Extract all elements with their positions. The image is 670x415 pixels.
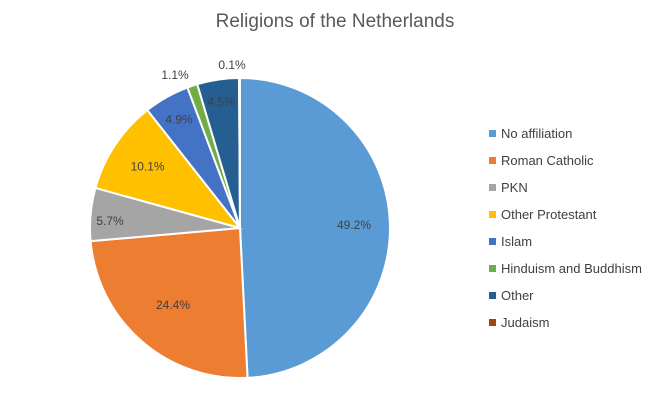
legend-item: Islam xyxy=(489,228,642,255)
legend-label: Other xyxy=(501,288,534,303)
legend-label: Roman Catholic xyxy=(501,153,594,168)
legend-item: Judaism xyxy=(489,309,642,336)
pie-slice-judaism xyxy=(238,76,241,229)
legend-item: Hinduism and Buddhism xyxy=(489,255,642,282)
data-label-islam: 4.9% xyxy=(165,113,193,127)
legend-label: No affiliation xyxy=(501,126,573,141)
pie-slices xyxy=(89,76,391,379)
legend-swatch xyxy=(489,319,496,326)
legend-swatch xyxy=(489,184,496,191)
legend-label: Judaism xyxy=(501,315,550,330)
legend-swatch xyxy=(489,238,496,245)
legend-label: Islam xyxy=(501,234,533,249)
legend-label: PKN xyxy=(501,180,528,195)
legend-item: Other xyxy=(489,282,642,309)
data-label-roman-catholic: 24.4% xyxy=(156,298,190,312)
legend: No affiliation Roman Catholic PKN Other Pro… xyxy=(489,120,642,336)
data-label-other-protestant: 10.1% xyxy=(131,160,165,174)
pie-slice-no-affiliation xyxy=(239,76,391,379)
legend-swatch xyxy=(489,292,496,299)
pie-data-labels: 49.2% 24.4% 5.7% 10.1% 4.9% 1.1% 4.5% 0.1% xyxy=(96,58,371,312)
data-label-hinduism-and-buddhism: 1.1% xyxy=(161,68,189,82)
legend-swatch xyxy=(489,157,496,164)
data-label-pkn: 5.7% xyxy=(96,214,124,228)
data-label-no-affiliation: 49.2% xyxy=(337,218,371,232)
legend-swatch xyxy=(489,211,496,218)
legend-label: Hinduism and Buddhism xyxy=(501,261,642,276)
legend-item: PKN xyxy=(489,174,642,201)
pie-slice-roman-catholic xyxy=(89,226,249,379)
data-label-judaism: 0.1% xyxy=(218,58,246,72)
legend-swatch xyxy=(489,130,496,137)
legend-item: Other Protestant xyxy=(489,201,642,228)
data-label-other: 4.5% xyxy=(208,95,236,109)
chart-title: Religions of the Netherlands xyxy=(215,11,455,32)
legend-item: Roman Catholic xyxy=(489,147,642,174)
legend-label: Other Protestant xyxy=(501,207,597,222)
pie-slice-other-protestant xyxy=(94,108,243,230)
legend-item: No affiliation xyxy=(489,120,642,147)
legend-swatch xyxy=(489,265,496,272)
